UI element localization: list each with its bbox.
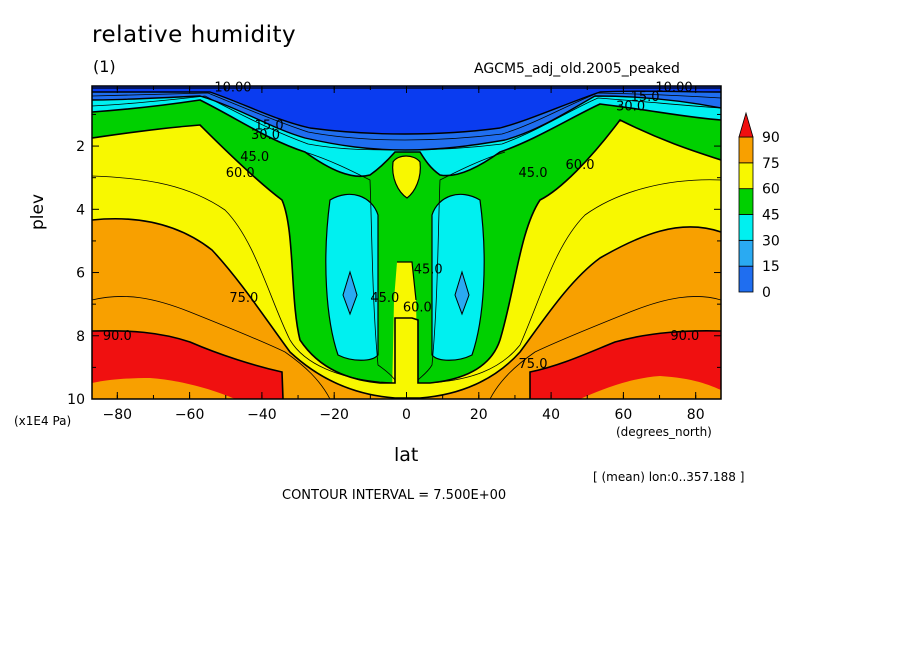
contour-label-14: 75.0 xyxy=(519,357,548,372)
y-axis: 2 4 6 8 10 xyxy=(67,113,721,408)
contour-line-22 xyxy=(92,92,721,141)
contour-label-6: 45.0 xyxy=(240,150,269,165)
colorbar-swatch-0-15 xyxy=(738,265,754,293)
contour-line-82-left xyxy=(92,296,331,399)
x-tick-label: −20 xyxy=(319,407,349,423)
chart-title: relative humidity xyxy=(92,22,297,48)
fill-90-right xyxy=(530,330,721,399)
x-tick-label: 40 xyxy=(542,407,560,423)
contour-label-4: 15.0 xyxy=(255,119,284,134)
contour-line-75 xyxy=(92,217,721,399)
contour-label-3: 30.0 xyxy=(616,100,645,115)
contour-line-45-left-lobe xyxy=(325,193,379,361)
contour-label-2: 15.0 xyxy=(631,90,660,105)
contour-line-45 xyxy=(92,99,721,177)
contour-lines xyxy=(92,87,721,399)
colorbar-label: 15 xyxy=(762,259,780,275)
contour-line-15-diamond-right xyxy=(454,270,470,316)
x-tick-label: 60 xyxy=(614,407,632,423)
y-tick-label: 2 xyxy=(76,139,85,155)
contour-label-11: 45.0 xyxy=(370,291,399,306)
fill-0-15 xyxy=(92,86,721,134)
colorbar-label: 45 xyxy=(762,208,780,224)
fill-45-60 xyxy=(92,86,721,383)
colorbar-swatch-45-60 xyxy=(738,188,754,215)
colorbar-label: 30 xyxy=(762,233,780,249)
contour-line-82-right xyxy=(489,296,721,399)
contour-label-0: 10.00 xyxy=(214,81,251,96)
colorbar-label: 60 xyxy=(762,182,780,198)
contour-line-15 xyxy=(92,90,721,135)
x-tick-label: −40 xyxy=(247,407,277,423)
contour-label-15: 90.0 xyxy=(103,329,132,344)
colorbar-swatch-75-90 xyxy=(738,136,754,164)
colorbar-arrow-90 xyxy=(738,111,754,138)
mean-info: [ (mean) lon:0..357.188 ] xyxy=(593,470,745,484)
contour-label-5: 30.0 xyxy=(251,128,280,143)
x-axis-unit: (degrees_north) xyxy=(616,425,712,439)
colorbar-swatch-15-30 xyxy=(738,239,754,267)
contour-label-13: 75.0 xyxy=(229,291,258,306)
contour-label-9: 60.0 xyxy=(566,158,595,173)
y-tick-label: 4 xyxy=(76,202,85,218)
contour-line-30 xyxy=(92,95,721,151)
contour-line-60-stem xyxy=(397,261,417,301)
panel-number: (1) xyxy=(93,57,116,76)
x-axis: −80 −60 −40 −20 0 20 40 60 80 xyxy=(103,86,705,423)
dataset-name: AGCM5_adj_old.2005_peaked xyxy=(474,61,680,77)
colorbar-label: 0 xyxy=(762,285,771,301)
contour-interval: CONTOUR INTERVAL = 7.500E+00 xyxy=(282,488,507,503)
x-tick-label: 80 xyxy=(687,407,705,423)
y-axis-unit: (x1E4 Pa) xyxy=(14,414,72,428)
contour-line-90 xyxy=(92,329,284,399)
contour-line-90-right xyxy=(529,329,721,399)
colorbar-swatch-30-45 xyxy=(738,214,754,241)
fill-60-75-stem xyxy=(392,262,418,398)
contour-label-7: 60.0 xyxy=(226,166,255,181)
y-tick-label: 8 xyxy=(76,329,85,345)
fill-30-45-right-lobe xyxy=(432,194,485,361)
contour-line-67 xyxy=(92,175,721,384)
x-axis-label: lat xyxy=(394,444,419,466)
contour-line-52 xyxy=(304,151,506,381)
x-tick-label: −60 xyxy=(175,407,205,423)
colorbar: 0 15 30 45 60 75 90 xyxy=(738,111,780,301)
y-tick-label: 10 xyxy=(67,392,85,408)
contour-label-8: 45.0 xyxy=(519,166,548,181)
x-tick-label: 0 xyxy=(402,407,411,423)
contour-fill-layer xyxy=(92,86,721,399)
contour-line-60-blob xyxy=(392,155,421,199)
contour-line-60 xyxy=(92,118,721,384)
colorbar-label: 90 xyxy=(762,130,780,146)
fill-60-75-blob xyxy=(392,156,421,198)
contour-label-12: 60.0 xyxy=(403,300,432,315)
contour-label-10: 45.0 xyxy=(414,262,443,277)
colorbar-label: 75 xyxy=(762,156,780,172)
contour-label-16: 90.0 xyxy=(670,329,699,344)
colorbar-swatch-60-75 xyxy=(738,162,754,190)
contour-line-45-right-lobe xyxy=(431,193,485,361)
y-tick-label: 6 xyxy=(76,266,85,282)
x-tick-label: 20 xyxy=(470,407,488,423)
contour-line-15-diamond-left xyxy=(342,270,358,316)
fill-90-left xyxy=(92,330,283,399)
x-tick-label: −80 xyxy=(103,407,133,423)
contour-label-1: 10.00 xyxy=(655,81,692,96)
